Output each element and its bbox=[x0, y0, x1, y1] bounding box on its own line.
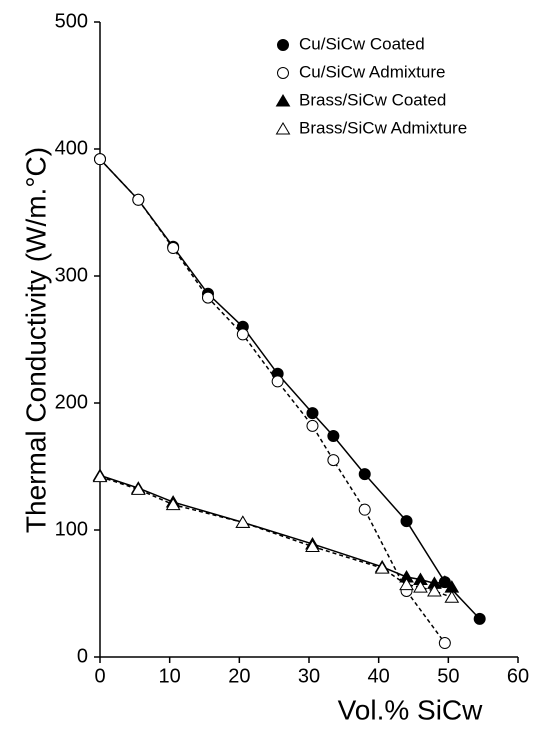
marker bbox=[130, 482, 146, 495]
series-line bbox=[99, 158, 446, 644]
legend-marker bbox=[277, 39, 289, 51]
x-axis-label: Vol.% SiCw bbox=[338, 694, 483, 725]
legend-label: Cu/SiCw Admixture bbox=[299, 62, 445, 81]
marker bbox=[306, 407, 319, 420]
marker bbox=[399, 577, 414, 591]
y-axis-label: Thermal Conductivity (W/m.°C) bbox=[20, 147, 51, 533]
marker bbox=[473, 612, 486, 625]
marker bbox=[358, 503, 371, 516]
y-tick-label: 300 bbox=[55, 264, 88, 286]
marker bbox=[413, 580, 428, 593]
marker bbox=[327, 430, 340, 443]
marker bbox=[167, 242, 180, 255]
y-tick-label: 500 bbox=[55, 10, 88, 32]
legend-marker bbox=[275, 94, 291, 107]
legend-marker bbox=[275, 122, 291, 135]
marker bbox=[427, 583, 442, 597]
y-tick-label: 0 bbox=[77, 645, 88, 667]
y-tick-label: 100 bbox=[55, 518, 88, 540]
x-tick-label: 10 bbox=[159, 665, 181, 687]
legend-marker bbox=[277, 67, 289, 79]
x-tick-label: 0 bbox=[94, 665, 105, 687]
marker bbox=[236, 328, 249, 341]
marker bbox=[400, 515, 413, 528]
marker bbox=[305, 539, 320, 553]
legend-label: Cu/SiCw Coated bbox=[299, 34, 425, 53]
x-tick-label: 50 bbox=[437, 665, 459, 687]
series-line bbox=[99, 474, 453, 588]
series-line bbox=[99, 158, 481, 620]
marker bbox=[165, 497, 181, 511]
y-tick-label: 200 bbox=[55, 391, 88, 413]
series-line bbox=[99, 475, 453, 599]
y-tick-label: 400 bbox=[55, 137, 88, 159]
x-tick-label: 60 bbox=[507, 665, 529, 687]
marker bbox=[201, 291, 214, 304]
marker bbox=[358, 468, 371, 481]
x-tick-label: 40 bbox=[368, 665, 390, 687]
marker bbox=[327, 454, 340, 467]
marker bbox=[306, 419, 319, 432]
legend-label: Brass/SiCw Admixture bbox=[299, 118, 467, 137]
marker bbox=[444, 590, 460, 603]
marker bbox=[132, 193, 145, 206]
marker bbox=[438, 637, 451, 650]
marker bbox=[92, 469, 108, 483]
marker bbox=[235, 515, 251, 528]
marker bbox=[271, 375, 284, 388]
marker bbox=[94, 153, 106, 166]
x-tick-label: 20 bbox=[228, 665, 250, 687]
legend-label: Brass/SiCw Coated bbox=[299, 90, 446, 109]
marker bbox=[437, 575, 453, 588]
marker bbox=[374, 561, 390, 574]
x-tick-label: 30 bbox=[298, 665, 320, 687]
